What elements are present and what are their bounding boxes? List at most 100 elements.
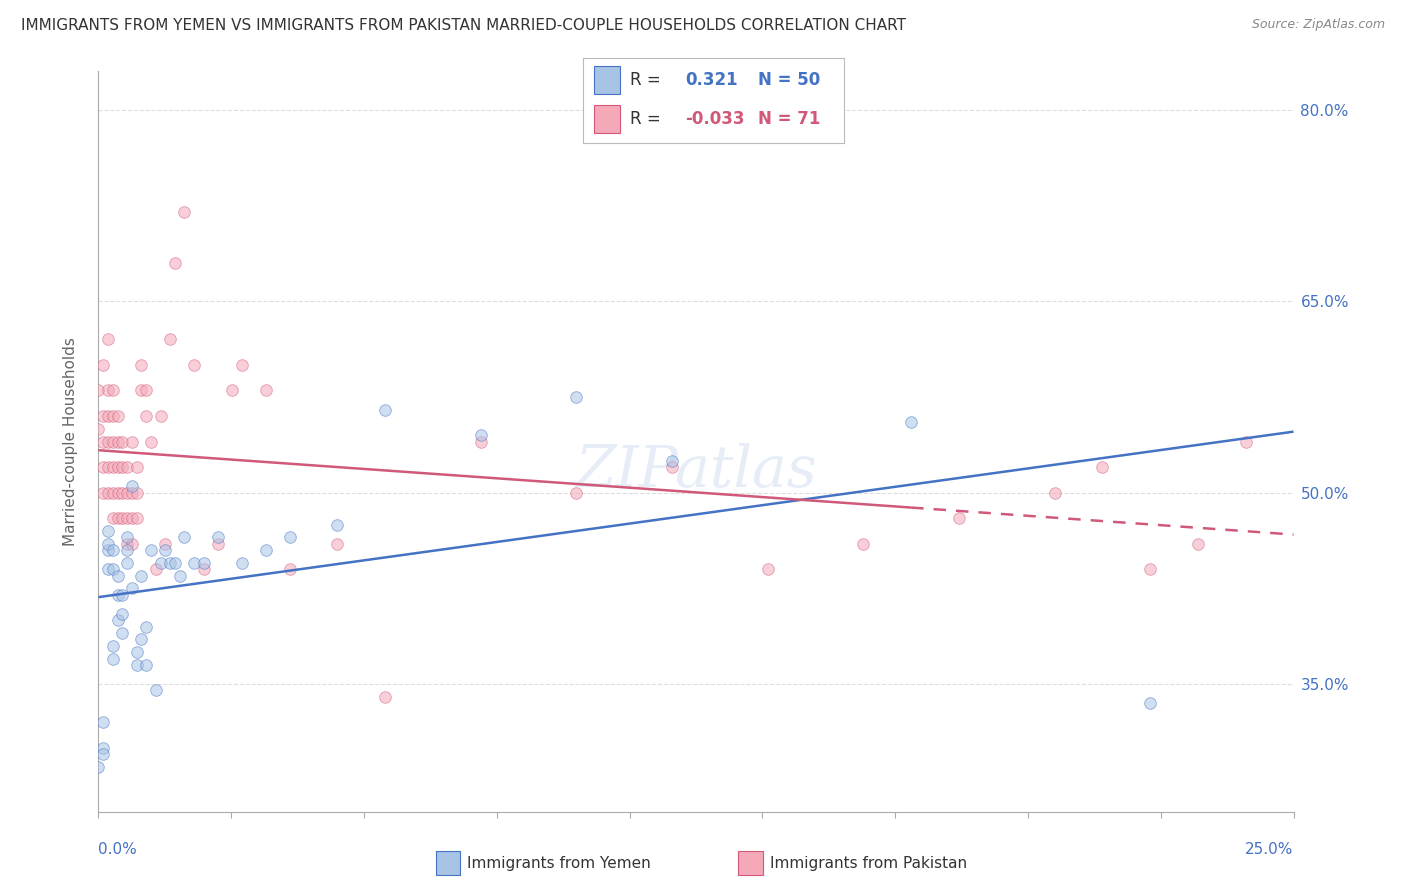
- Point: [115, 536, 138, 550]
- Point: [173, 204, 195, 219]
- Text: R =: R =: [630, 110, 661, 128]
- Point: [87, 760, 110, 774]
- Point: [107, 613, 129, 627]
- Point: [183, 556, 205, 570]
- Point: [139, 543, 162, 558]
- Point: [101, 434, 124, 449]
- Point: [115, 530, 138, 544]
- Point: [565, 485, 588, 500]
- Point: [1139, 562, 1161, 576]
- Text: N = 71: N = 71: [758, 110, 820, 128]
- Point: [155, 536, 177, 550]
- Point: [91, 409, 114, 423]
- Point: [326, 536, 349, 550]
- Point: [101, 639, 124, 653]
- Point: [135, 409, 157, 423]
- Point: [1043, 485, 1066, 500]
- Point: [97, 434, 120, 449]
- Point: [115, 485, 138, 500]
- Point: [115, 460, 138, 475]
- Point: [97, 409, 120, 423]
- Point: [756, 562, 779, 576]
- Point: [107, 434, 129, 449]
- Point: [101, 460, 124, 475]
- Point: [173, 530, 195, 544]
- Point: [97, 485, 120, 500]
- Point: [101, 543, 124, 558]
- Point: [91, 460, 114, 475]
- Point: [565, 390, 588, 404]
- Point: [91, 715, 114, 730]
- Point: [101, 651, 124, 665]
- Point: [125, 657, 148, 672]
- Point: [852, 536, 875, 550]
- Point: [101, 384, 124, 398]
- Point: [169, 568, 191, 582]
- Point: [135, 619, 157, 633]
- Point: [87, 422, 110, 436]
- Point: [121, 582, 143, 596]
- Point: [183, 358, 205, 372]
- Point: [91, 358, 114, 372]
- Point: [374, 402, 396, 417]
- Point: [470, 428, 492, 442]
- Point: [91, 747, 114, 762]
- Point: [111, 511, 134, 525]
- Bar: [593, 105, 620, 133]
- Point: [121, 536, 143, 550]
- Point: [115, 543, 138, 558]
- Point: [231, 358, 253, 372]
- Bar: [738, 851, 763, 875]
- Text: R =: R =: [630, 71, 661, 89]
- Point: [111, 607, 134, 621]
- Point: [101, 511, 124, 525]
- Point: [107, 568, 129, 582]
- Point: [900, 416, 922, 430]
- Point: [125, 645, 148, 659]
- Point: [107, 460, 129, 475]
- Text: Immigrants from Yemen: Immigrants from Yemen: [467, 855, 651, 871]
- Bar: [436, 851, 461, 875]
- Point: [125, 460, 148, 475]
- Point: [111, 460, 134, 475]
- Point: [107, 588, 129, 602]
- Point: [97, 460, 120, 475]
- Text: 0.321: 0.321: [685, 71, 738, 89]
- Point: [163, 556, 186, 570]
- Point: [139, 434, 162, 449]
- Y-axis label: Married-couple Households: Married-couple Households: [63, 337, 77, 546]
- Point: [254, 384, 277, 398]
- Point: [470, 434, 492, 449]
- Point: [121, 479, 143, 493]
- Point: [131, 632, 153, 647]
- Point: [149, 556, 172, 570]
- Text: 25.0%: 25.0%: [1246, 842, 1294, 857]
- Point: [231, 556, 253, 570]
- Text: N = 50: N = 50: [758, 71, 820, 89]
- Point: [193, 562, 215, 576]
- Point: [107, 485, 129, 500]
- Point: [254, 543, 277, 558]
- Point: [135, 384, 157, 398]
- Point: [145, 683, 167, 698]
- Point: [221, 384, 243, 398]
- Text: IMMIGRANTS FROM YEMEN VS IMMIGRANTS FROM PAKISTAN MARRIED-COUPLE HOUSEHOLDS CORR: IMMIGRANTS FROM YEMEN VS IMMIGRANTS FROM…: [21, 18, 905, 33]
- Point: [87, 384, 110, 398]
- Point: [278, 530, 301, 544]
- Point: [661, 460, 683, 475]
- Point: [207, 536, 229, 550]
- Point: [107, 409, 129, 423]
- Text: Immigrants from Pakistan: Immigrants from Pakistan: [770, 855, 967, 871]
- Text: 0.0%: 0.0%: [98, 842, 138, 857]
- Point: [97, 562, 120, 576]
- Point: [121, 434, 143, 449]
- Point: [1091, 460, 1114, 475]
- Point: [111, 626, 134, 640]
- Point: [163, 256, 186, 270]
- Point: [131, 384, 153, 398]
- Point: [91, 485, 114, 500]
- Point: [121, 511, 143, 525]
- Point: [193, 556, 215, 570]
- Point: [278, 562, 301, 576]
- Point: [145, 562, 167, 576]
